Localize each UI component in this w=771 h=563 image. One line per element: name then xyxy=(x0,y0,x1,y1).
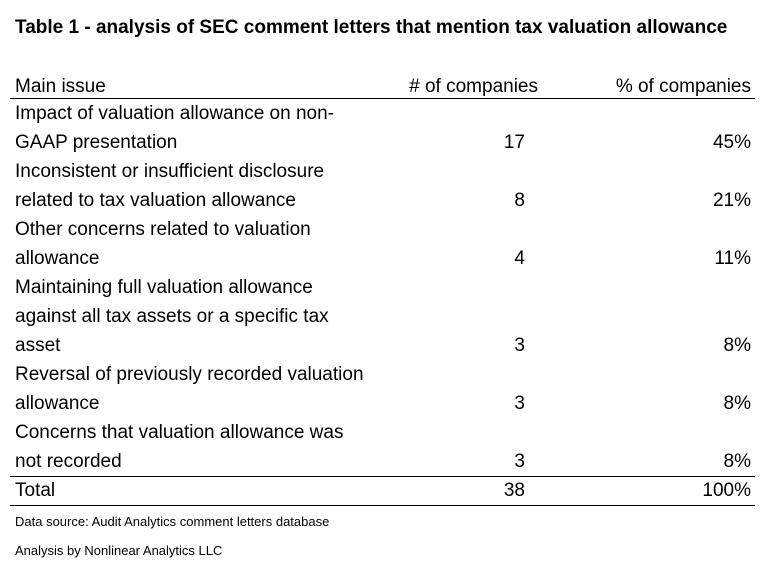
table-row: Other concerns related to valuation allow… xyxy=(10,215,755,273)
issue-line: against all tax assets or a specific tax xyxy=(15,306,329,327)
percent-cell: 45% xyxy=(712,132,751,153)
table-row: Concerns that valuation allowance was not… xyxy=(10,418,755,477)
percent-cell: 21% xyxy=(712,190,751,211)
count-cell: 4 xyxy=(514,248,525,269)
header-pct-companies: % of companies xyxy=(560,71,755,99)
table-row: Impact of valuation allowance on non- GAA… xyxy=(10,99,755,158)
table-row: Maintaining full valuation allowance agai… xyxy=(10,273,755,360)
count-cell: 3 xyxy=(514,451,525,472)
header-main-issue: Main issue xyxy=(10,71,400,99)
issue-cell: Other concerns related to valuation allow… xyxy=(10,215,400,273)
table-header-row: Main issue # of companies % of companies xyxy=(10,71,755,99)
table-body: Impact of valuation allowance on non- GAA… xyxy=(10,99,755,477)
issue-cell: Reversal of previously recorded valuatio… xyxy=(10,360,400,418)
analysis-credit-note: Analysis by Nonlinear Analytics LLC xyxy=(15,543,223,558)
issue-line: Reversal of previously recorded valuatio… xyxy=(15,364,364,385)
total-count: 38 xyxy=(400,476,560,506)
count-cell: 17 xyxy=(503,132,525,153)
issue-cell: Impact of valuation allowance on non- GAA… xyxy=(10,99,400,158)
percent-cell: 8% xyxy=(723,451,751,472)
issue-cell: Concerns that valuation allowance was not… xyxy=(10,418,400,477)
table-title: Table 1 - analysis of SEC comment letter… xyxy=(15,17,728,38)
count-cell: 3 xyxy=(514,335,525,356)
table-row: Inconsistent or insufficient disclosure r… xyxy=(10,157,755,215)
issue-line: Other concerns related to valuation xyxy=(15,219,311,240)
count-cell: 8 xyxy=(514,190,525,211)
data-source-note: Data source: Audit Analytics comment let… xyxy=(15,514,330,529)
total-percent: 100% xyxy=(560,476,755,506)
issue-line: allowance xyxy=(15,393,100,414)
issue-line: asset xyxy=(15,335,61,356)
header-num-companies: # of companies xyxy=(400,71,560,99)
issue-line: allowance xyxy=(15,248,100,269)
percent-cell: 8% xyxy=(723,335,751,356)
issue-line: not recorded xyxy=(15,451,122,472)
total-label: Total xyxy=(10,476,400,506)
count-cell: 3 xyxy=(514,393,525,414)
comment-letters-table: Main issue # of companies % of companies… xyxy=(10,71,755,506)
issue-line: Concerns that valuation allowance was xyxy=(15,422,344,443)
issue-line: Inconsistent or insufficient disclosure xyxy=(15,161,325,182)
percent-cell: 8% xyxy=(723,393,751,414)
issue-line: GAAP presentation xyxy=(15,132,178,153)
issue-line: Impact of valuation allowance on non- xyxy=(15,103,334,124)
percent-cell: 11% xyxy=(714,248,751,269)
issue-line: Maintaining full valuation allowance xyxy=(15,277,313,298)
issue-cell: Inconsistent or insufficient disclosure r… xyxy=(10,157,400,215)
issue-line: related to tax valuation allowance xyxy=(15,190,296,211)
issue-cell: Maintaining full valuation allowance agai… xyxy=(10,273,400,360)
total-row: Total 38 100% xyxy=(10,476,755,506)
table-row: Reversal of previously recorded valuatio… xyxy=(10,360,755,418)
